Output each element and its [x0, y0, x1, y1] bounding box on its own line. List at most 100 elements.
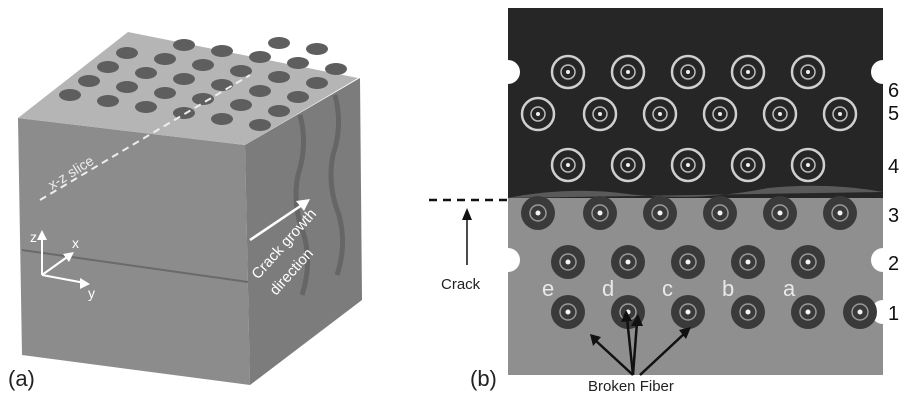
- specimen-top-face: [18, 32, 358, 145]
- panel-b-figure: [500, 8, 895, 376]
- fiber-letter-d: d: [602, 276, 615, 301]
- coordinate-axes: z x y: [30, 229, 95, 301]
- slice-lower-region: [508, 198, 883, 375]
- fiber: [762, 96, 798, 132]
- fiber: [843, 295, 877, 329]
- broken-fiber-arrows: [590, 310, 691, 376]
- crack-growth-arrow: [249, 201, 306, 242]
- top-hole: [173, 73, 195, 85]
- top-hole: [78, 75, 100, 87]
- fiber: [823, 196, 857, 230]
- fiber: [611, 245, 645, 279]
- fiber: [791, 245, 825, 279]
- top-hole: [211, 45, 233, 57]
- top-hole: [116, 81, 138, 93]
- crack-indicator: [429, 198, 511, 265]
- panel-a-figure: x-z slice Crack growth direction z x y: [18, 32, 362, 385]
- fiber-cross-sections: [520, 54, 877, 329]
- top-hole: [268, 71, 290, 83]
- fiber: [791, 295, 825, 329]
- fiber: [670, 54, 706, 90]
- edge-notch: [500, 60, 520, 84]
- top-hole: [154, 53, 176, 65]
- row-number-2: 2: [888, 253, 900, 275]
- fiber: [610, 54, 646, 90]
- top-hole: [211, 79, 233, 91]
- fiber: [731, 245, 765, 279]
- edge-notch: [500, 248, 520, 272]
- top-hole: [230, 99, 252, 111]
- fiber: [643, 196, 677, 230]
- top-fiber-holes: [59, 37, 347, 131]
- fiber-letter-c: c: [662, 276, 673, 301]
- x-z-slice-line: [39, 74, 251, 201]
- top-hole: [230, 65, 252, 77]
- fiber: [582, 96, 618, 132]
- fiber: [520, 96, 556, 132]
- top-hole: [211, 113, 233, 125]
- top-hole: [268, 37, 290, 49]
- crack-arrowhead: [462, 208, 472, 220]
- fiber-letter-b: b: [722, 276, 735, 301]
- crack-label: Crack: [441, 276, 481, 293]
- fiber: [790, 54, 826, 90]
- fiber: [790, 147, 826, 183]
- fiber-letter-e: e: [542, 276, 555, 301]
- fiber: [731, 295, 765, 329]
- specimen-front-face: [18, 118, 250, 385]
- edge-notch: [871, 300, 895, 324]
- top-hole: [325, 63, 347, 75]
- axis-y-label: y: [88, 285, 95, 301]
- fiber: [671, 295, 705, 329]
- row-number-6: 6: [888, 80, 900, 102]
- fiber: [670, 147, 706, 183]
- fiber-letter-a: a: [783, 276, 796, 301]
- panel-a-label: (a): [8, 366, 35, 391]
- top-hole: [306, 43, 328, 55]
- top-hole: [97, 95, 119, 107]
- top-hole: [135, 67, 157, 79]
- fiber: [521, 196, 555, 230]
- fiber: [550, 147, 586, 183]
- top-hole: [154, 87, 176, 99]
- top-hole: [135, 101, 157, 113]
- row-number-4: 4: [888, 156, 900, 178]
- row-number-1: 1: [888, 303, 900, 325]
- top-hole: [249, 85, 271, 97]
- fiber: [583, 196, 617, 230]
- top-hole: [306, 77, 328, 89]
- fiber: [730, 147, 766, 183]
- top-hole: [173, 107, 195, 119]
- row-number-5: 5: [888, 103, 900, 125]
- fiber: [703, 196, 737, 230]
- axis-z-label: z: [30, 229, 37, 245]
- axis-x-label: x: [72, 235, 79, 251]
- fiber: [671, 245, 705, 279]
- fiber: [610, 147, 646, 183]
- top-hole: [59, 89, 81, 101]
- top-hole: [192, 93, 214, 105]
- top-hole: [116, 47, 138, 59]
- top-hole: [249, 51, 271, 63]
- edge-notches: [500, 60, 895, 324]
- top-hole: [287, 57, 309, 69]
- fiber: [550, 54, 586, 90]
- edge-notch: [871, 60, 895, 84]
- top-hole: [97, 61, 119, 73]
- top-hole: [249, 119, 271, 131]
- crack-growth-arrowhead: [296, 199, 310, 211]
- fiber: [763, 196, 797, 230]
- fiber: [702, 96, 738, 132]
- panel-b-label: (b): [470, 366, 497, 391]
- top-hole: [173, 39, 195, 51]
- fiber: [551, 245, 585, 279]
- fiber: [642, 96, 678, 132]
- fiber: [822, 96, 858, 132]
- edge-notch: [871, 248, 895, 272]
- top-hole: [287, 91, 309, 103]
- crack-line: [21, 249, 249, 283]
- top-hole: [192, 59, 214, 71]
- fiber: [551, 295, 585, 329]
- broken-fiber-label: Broken Fiber: [588, 378, 674, 395]
- row-number-3: 3: [888, 205, 900, 227]
